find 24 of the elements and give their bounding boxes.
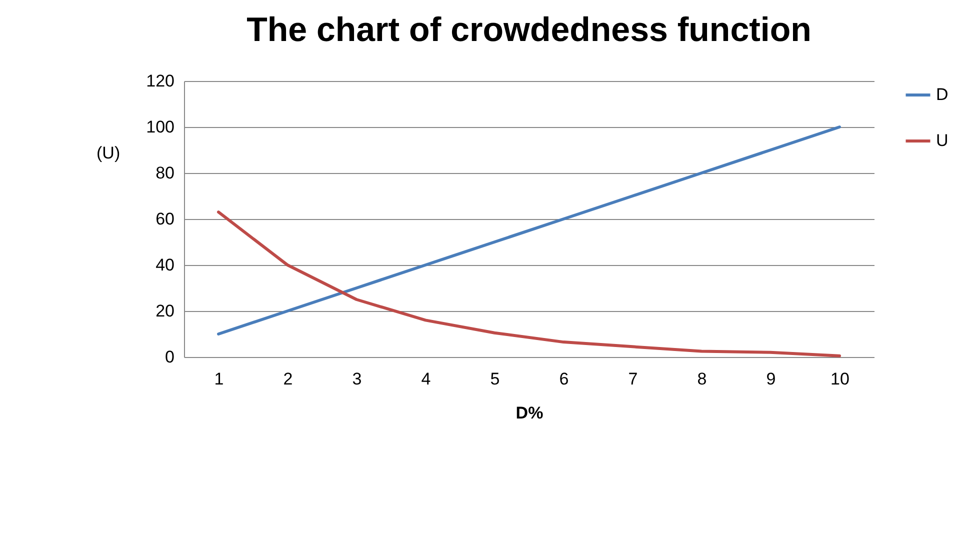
y-tick-label: 120 (146, 72, 174, 90)
x-axis-title: D% (516, 404, 544, 422)
x-tick-label: 4 (421, 370, 431, 388)
y-tick-label: 0 (165, 348, 174, 366)
y-tick-label: 60 (156, 210, 174, 228)
chart-title: The chart of crowdedness function (246, 11, 812, 49)
y-tick-label: 40 (156, 256, 174, 274)
x-tick-label: 1 (214, 370, 224, 388)
y-tick-label: 100 (146, 118, 174, 136)
y-axis-title: (U) (96, 144, 120, 162)
x-tick-label: 9 (766, 370, 776, 388)
y-tick-label: 80 (156, 164, 174, 182)
x-tick-label: 3 (352, 370, 362, 388)
line-series (217, 126, 841, 336)
x-tick-label: 7 (628, 370, 638, 388)
x-tick-label: 10 (830, 370, 850, 388)
x-tick-label: 8 (697, 370, 707, 388)
y-tick-label: 20 (156, 302, 174, 320)
legend-label: U (936, 131, 948, 150)
x-tick-label: 5 (490, 370, 500, 388)
x-tick-label: 6 (559, 370, 569, 388)
x-tick-label: 2 (283, 370, 293, 388)
line-series (217, 210, 841, 358)
legend-label: D (936, 85, 948, 104)
